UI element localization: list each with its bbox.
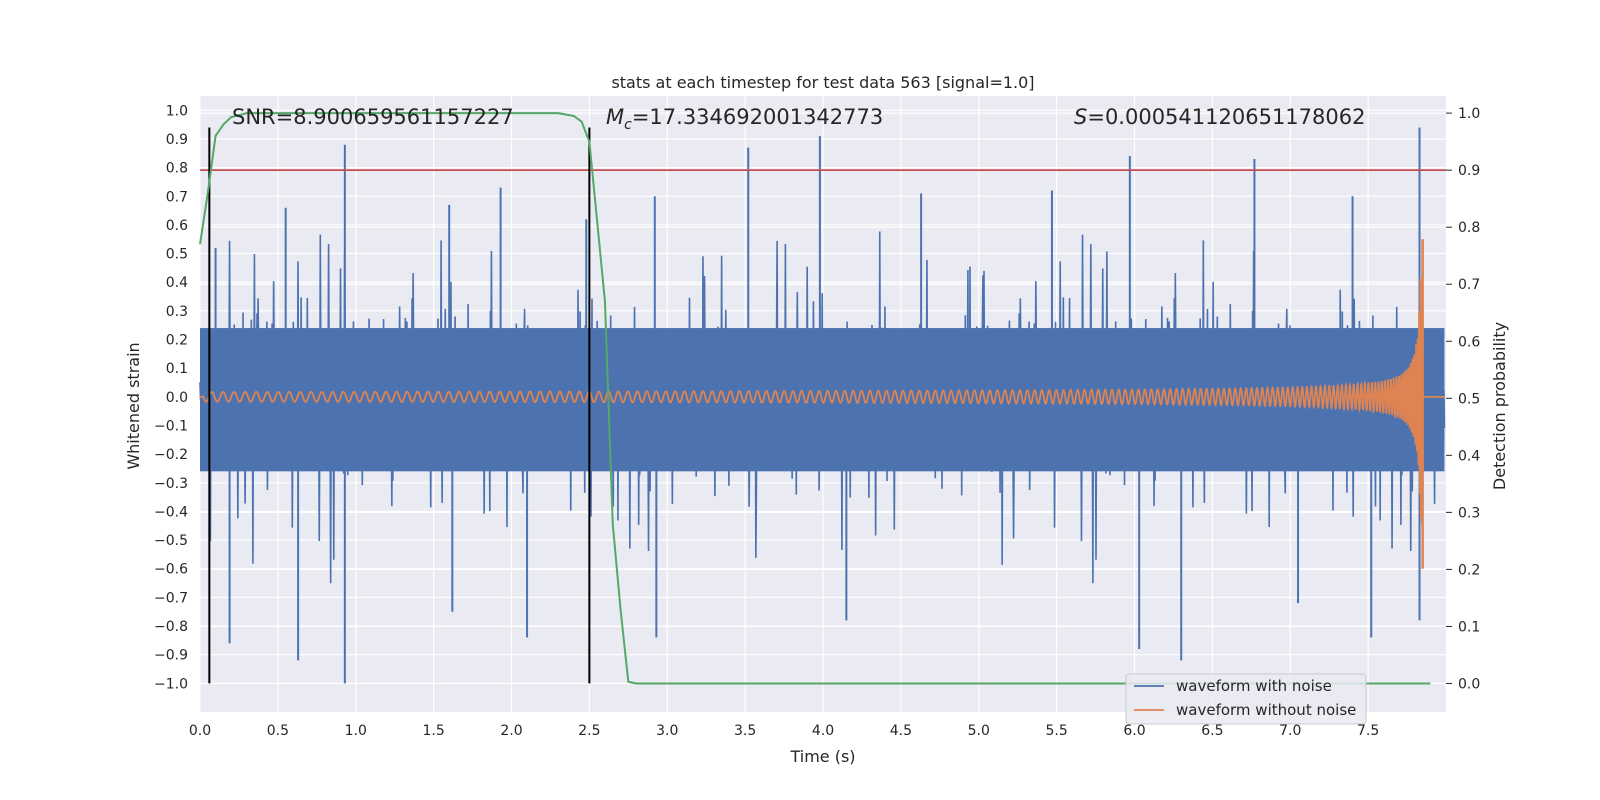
chirp-trace [200,239,1445,525]
x-tick-label: 1.0 [345,723,367,739]
y-tick-label: −1.0 [154,676,188,692]
x-tick-label: 6.5 [1201,723,1223,739]
mc-symbol: M [606,105,624,129]
y2-tick-label: 0.7 [1458,277,1480,293]
y-tick-label: −0.4 [154,504,188,520]
y2-tick-label: 0.1 [1458,619,1480,635]
legend: waveform with noise waveform without noi… [1125,673,1367,725]
y-tick-label: 0.3 [166,304,188,320]
y2-tick-label: 0.2 [1458,562,1480,578]
y-tick-label: 1.0 [166,103,188,119]
y-tick-label: −0.6 [154,562,188,578]
y-tick-label: −0.7 [154,590,188,606]
x-tick-label: 4.5 [890,723,912,739]
x-tick-label: 4.0 [812,723,834,739]
s-annotation: S=0.000541120651178062 [1074,105,1365,129]
x-tick-label: 3.5 [734,723,756,739]
legend-box [1125,673,1367,725]
y-axis-title: Whitened strain [124,342,143,469]
x-axis-ticks: 0.0 0.5 1.0 1.5 2.0 2.5 3.0 3.5 4.0 4.5 5.0 5.5 6.0 6… [189,723,1379,739]
x-axis-title: Time (s) [789,747,855,766]
y-tick-label: −0.3 [154,476,188,492]
x-tick-label: 5.5 [1045,723,1067,739]
probability-trace [199,112,1431,685]
legend-label-with-noise: waveform with noise [1176,677,1332,695]
series-detection-probability [199,112,1431,685]
y2-tick-label: 0.4 [1458,448,1480,464]
x-tick-label: 3.0 [656,723,678,739]
x-tick-label: 2.5 [578,723,600,739]
y-tick-label: 0.9 [166,132,188,148]
x-tick-label: 0.0 [189,723,211,739]
s-symbol: S [1074,105,1087,129]
x-tick-label: 7.5 [1357,723,1379,739]
snr-annotation: SNR=8.900659561157227 [232,105,514,129]
x-tick-label: 1.5 [422,723,444,739]
y-axis-ticks: 1.0 0.9 0.8 0.7 0.6 0.5 0.4 0.3 0.2 0.1 0.0 −0.1 −0.… [154,103,188,692]
y2-tick-label: 0.5 [1458,391,1480,407]
y-tick-label: 0.6 [166,218,188,234]
y2-tick-label: 0.6 [1458,334,1480,350]
x-tick-label: 0.5 [267,723,289,739]
y-tick-label: 0.0 [166,390,188,406]
s-value: =0.000541120651178062 [1087,105,1365,129]
x-tick-label: 6.0 [1123,723,1145,739]
y2-tick-label: 0.9 [1458,163,1480,179]
y-tick-label: −0.9 [154,648,188,664]
series-waveform-without-noise [200,239,1445,569]
y2-tick-label: 0.0 [1458,676,1480,692]
x-tick-label: 7.0 [1279,723,1301,739]
y-tick-label: 0.5 [166,247,188,263]
mc-annotation: Mc=17.334692001342773 [606,105,883,133]
mc-subscript: c [624,117,632,133]
reference-lines [200,127,1446,684]
y2-axis-ticks: 1.0 0.9 0.8 0.7 0.6 0.5 0.4 0.3 0.2 0.1 0.0 [1446,106,1480,692]
y-tick-label: 0.4 [166,275,188,291]
y-tick-label: 0.8 [166,161,188,177]
chart-title: stats at each timestep for test data 563… [611,73,1034,92]
y2-tick-label: 0.3 [1458,505,1480,521]
x-tick-label: 5.0 [968,723,990,739]
y2-tick-label: 1.0 [1458,106,1480,122]
y-tick-label: 0.7 [166,189,188,205]
y-tick-label: −0.8 [154,619,188,635]
y2-tick-label: 0.8 [1458,220,1480,236]
y-tick-label: −0.1 [154,418,188,434]
mc-value: =17.334692001342773 [632,105,883,129]
y-tick-label: −0.2 [154,447,188,463]
y-tick-label: 0.1 [166,361,188,377]
y-tick-label: 0.2 [166,333,188,349]
legend-label-without-noise: waveform without noise [1176,701,1356,719]
y2-axis-title: Detection probability [1490,322,1509,490]
x-tick-label: 2.0 [500,723,522,739]
y-tick-label: −0.5 [154,533,188,549]
